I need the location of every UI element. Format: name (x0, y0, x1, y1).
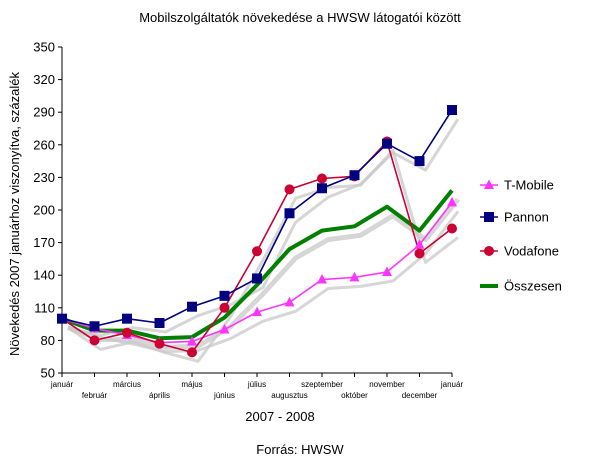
y-tick-label: 110 (34, 300, 55, 315)
data-point (349, 271, 360, 282)
data-point (447, 105, 457, 116)
legend-marker (484, 246, 494, 256)
data-point (349, 170, 360, 181)
data-point (414, 248, 425, 259)
y-tick-label: 260 (33, 137, 55, 152)
x-tick-label: október (341, 391, 368, 400)
source-note: Forrás: HWSW (256, 442, 344, 457)
y-tick-label: 290 (33, 105, 55, 120)
y-tick-label: 170 (33, 235, 55, 250)
plot-area: 50 80 110 140 170 200 230 260 290 320 350 január feb… (33, 40, 463, 401)
x-tick-label: augusztus (271, 391, 307, 400)
x-tick-label: január (50, 380, 74, 389)
data-point (382, 266, 392, 276)
legend-marker (484, 179, 494, 189)
data-point (187, 335, 197, 346)
data-point (284, 184, 295, 195)
legend-label: Összesen (504, 279, 562, 294)
chart-title: Mobilszolgáltatók növekedése a HWSW láto… (139, 10, 461, 25)
x-axis-label: 2007 - 2008 (245, 409, 314, 424)
data-point (414, 239, 425, 249)
x-tick-label: november (369, 380, 405, 389)
data-point (382, 138, 392, 149)
data-point (89, 335, 100, 346)
data-point (284, 296, 295, 307)
series-shadow (67, 210, 460, 354)
legend-marker (484, 212, 494, 222)
data-point (317, 183, 327, 194)
data-point (317, 274, 327, 284)
data-point (122, 327, 132, 338)
x-tick-label: január (440, 380, 464, 389)
data-point (219, 324, 230, 334)
legend-label: Pannon (504, 210, 549, 225)
x-tick-label: május (181, 380, 202, 389)
data-point (122, 313, 132, 324)
x-tick-label: június (213, 391, 235, 400)
data-point (154, 318, 165, 329)
y-tick-label: 230 (33, 170, 55, 185)
legend: T-Mobile Pannon Vodafone Összesen (480, 178, 562, 294)
data-point (447, 223, 457, 234)
data-point (219, 302, 230, 313)
y-tick-label: 50 (41, 366, 55, 381)
y-tick-label: 200 (33, 203, 55, 218)
y-tick-label: 140 (33, 268, 55, 283)
x-tick-label: február (82, 391, 108, 400)
data-point (154, 338, 165, 349)
y-tick-label: 350 (33, 40, 55, 55)
data-point (447, 196, 457, 207)
legend-label: T-Mobile (504, 178, 554, 193)
data-point (252, 306, 262, 317)
data-point (219, 290, 230, 301)
data-point (252, 246, 262, 257)
data-point (252, 273, 262, 284)
y-tick-label: 320 (33, 72, 55, 87)
series-shadow (67, 197, 460, 350)
y-axis-label: Növekedés 2007 januárhoz viszonyítva, sz… (7, 72, 22, 356)
data-point (414, 156, 425, 167)
data-point (57, 313, 67, 324)
y-tick-label: 80 (41, 333, 55, 348)
x-tick-label: március (113, 380, 141, 389)
data-point (284, 208, 295, 219)
x-tick-label: szeptember (301, 380, 343, 389)
x-tick-label: április (149, 391, 170, 400)
data-point (187, 301, 197, 312)
legend-label: Vodafone (504, 244, 559, 259)
x-tick-label: december (402, 391, 438, 400)
data-point (187, 347, 197, 358)
series-shadow (67, 118, 460, 337)
data-point (317, 173, 327, 184)
x-tick-label: július (247, 380, 266, 389)
data-point (89, 321, 100, 332)
